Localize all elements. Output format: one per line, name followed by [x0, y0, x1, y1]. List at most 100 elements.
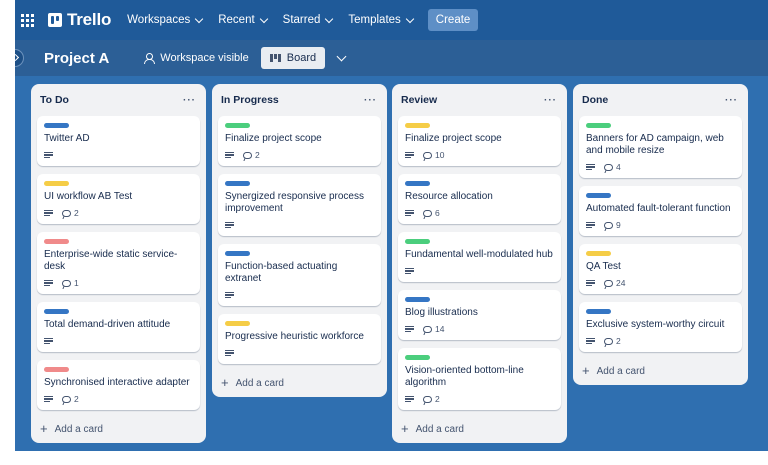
card-label[interactable]: [405, 181, 430, 186]
card[interactable]: Total demand-driven attitude: [37, 302, 200, 352]
comment-icon: [423, 151, 432, 159]
card-badges: 6: [405, 208, 553, 218]
description-icon: [405, 209, 414, 217]
card-label[interactable]: [405, 355, 430, 360]
card-title: Finalize project scope: [225, 133, 322, 144]
card[interactable]: UI workflow AB Test 2: [37, 174, 200, 224]
comment-badge: 6: [423, 208, 440, 218]
board-title[interactable]: Project A: [44, 49, 110, 67]
card-badges: 2: [405, 394, 553, 404]
board-view-button[interactable]: Board: [260, 47, 326, 69]
card[interactable]: Progressive heuristic workforce: [218, 314, 381, 364]
nav-recent-label: Recent: [218, 14, 255, 26]
list-title[interactable]: To Do: [40, 94, 69, 106]
card[interactable]: Synchronised interactive adapter 2: [37, 360, 200, 410]
list-menu-icon[interactable]: ···: [183, 94, 196, 106]
nav-workspaces[interactable]: Workspaces: [127, 14, 204, 26]
list-menu-icon[interactable]: ···: [544, 94, 557, 106]
card-label[interactable]: [44, 367, 69, 372]
card-label[interactable]: [44, 181, 69, 186]
logo-text: Trello: [67, 10, 112, 29]
card[interactable]: Blog illustrations 14: [398, 290, 561, 340]
card-label[interactable]: [225, 181, 250, 186]
card[interactable]: Synergized responsive process improvemen…: [218, 174, 381, 236]
comment-count: 6: [435, 208, 440, 218]
card-label[interactable]: [586, 309, 611, 314]
comment-badge: 2: [62, 394, 79, 404]
card-label[interactable]: [405, 123, 430, 128]
add-card-button[interactable]: + Add a card: [579, 357, 742, 385]
card-label[interactable]: [586, 251, 611, 256]
card-title: Synchronised interactive adapter: [44, 377, 190, 388]
description-icon: [225, 349, 234, 357]
card-title: Fundamental well-modulated hub: [405, 249, 553, 260]
trello-logo[interactable]: Trello: [48, 10, 111, 30]
add-card-button[interactable]: + Add a card: [218, 369, 381, 397]
add-card-label: Add a card: [54, 423, 103, 435]
card[interactable]: Automated fault-tolerant function 9: [579, 186, 742, 236]
comment-icon: [423, 325, 432, 333]
nav-workspaces-label: Workspaces: [127, 14, 191, 26]
card-badges: 2: [44, 394, 192, 404]
card[interactable]: Banners for AD campaign, web and mobile …: [579, 116, 742, 178]
card-badges: 4: [586, 162, 734, 172]
nav-starred-label: Starred: [282, 14, 321, 26]
card-label[interactable]: [225, 251, 250, 256]
card-title: Banners for AD campaign, web and mobile …: [586, 133, 724, 156]
card-label[interactable]: [405, 239, 430, 244]
card[interactable]: Fundamental well-modulated hub: [398, 232, 561, 282]
description-icon: [586, 221, 595, 229]
card-label[interactable]: [44, 309, 69, 314]
view-switcher-chevron-icon[interactable]: [336, 51, 347, 61]
card[interactable]: Finalize project scope 10: [398, 116, 561, 166]
description-icon: [225, 291, 234, 299]
list-title[interactable]: Review: [401, 94, 438, 106]
card[interactable]: Exclusive system-worthy circuit 2: [579, 302, 742, 352]
card-label[interactable]: [405, 297, 430, 302]
workspace-visibility-button[interactable]: Workspace visible: [144, 52, 249, 64]
card[interactable]: Vision-oriented bottom-line algorithm 2: [398, 348, 561, 410]
comment-badge: 4: [604, 162, 621, 172]
list-menu-icon[interactable]: ···: [725, 94, 738, 106]
card-title: Resource allocation: [405, 191, 493, 202]
create-button[interactable]: Create: [427, 9, 479, 31]
nav-starred[interactable]: Starred: [282, 14, 334, 26]
card[interactable]: Finalize project scope 2: [218, 116, 381, 166]
nav-recent[interactable]: Recent: [218, 14, 268, 26]
trello-logo-icon: [48, 13, 62, 27]
nav-templates[interactable]: Templates: [348, 14, 415, 26]
add-card-label: Add a card: [235, 377, 284, 389]
comment-icon: [243, 151, 252, 159]
card-badges: 10: [405, 150, 553, 160]
app-switcher-icon[interactable]: [21, 13, 35, 27]
card-title: Enterprise-wide static service-desk: [44, 249, 178, 272]
card[interactable]: Twitter AD: [37, 116, 200, 166]
card[interactable]: Function-based actuating extranet: [218, 244, 381, 306]
comment-badge: 14: [423, 324, 444, 334]
expand-sidebar-icon[interactable]: [15, 49, 24, 67]
comment-icon: [604, 279, 613, 287]
description-icon: [44, 279, 53, 287]
visibility-label: Workspace visible: [160, 52, 249, 64]
add-card-button[interactable]: + Add a card: [398, 415, 561, 443]
card-label[interactable]: [586, 193, 611, 198]
comment-badge: 2: [62, 208, 79, 218]
chevron-down-icon: [194, 14, 204, 23]
comment-badge: 2: [604, 336, 621, 346]
card[interactable]: Enterprise-wide static service-desk 1: [37, 232, 200, 294]
description-icon: [405, 151, 414, 159]
card-label[interactable]: [44, 239, 69, 244]
plus-icon: +: [221, 375, 229, 390]
card[interactable]: QA Test 24: [579, 244, 742, 294]
description-icon: [586, 337, 595, 345]
card-title: Twitter AD: [44, 133, 90, 144]
list-title[interactable]: In Progress: [221, 94, 279, 106]
card[interactable]: Resource allocation 6: [398, 174, 561, 224]
list-title[interactable]: Done: [582, 94, 609, 106]
card-label[interactable]: [44, 123, 69, 128]
list-menu-icon[interactable]: ···: [364, 94, 377, 106]
card-label[interactable]: [225, 123, 250, 128]
add-card-button[interactable]: + Add a card: [37, 415, 200, 443]
card-label[interactable]: [586, 123, 611, 128]
card-label[interactable]: [225, 321, 250, 326]
